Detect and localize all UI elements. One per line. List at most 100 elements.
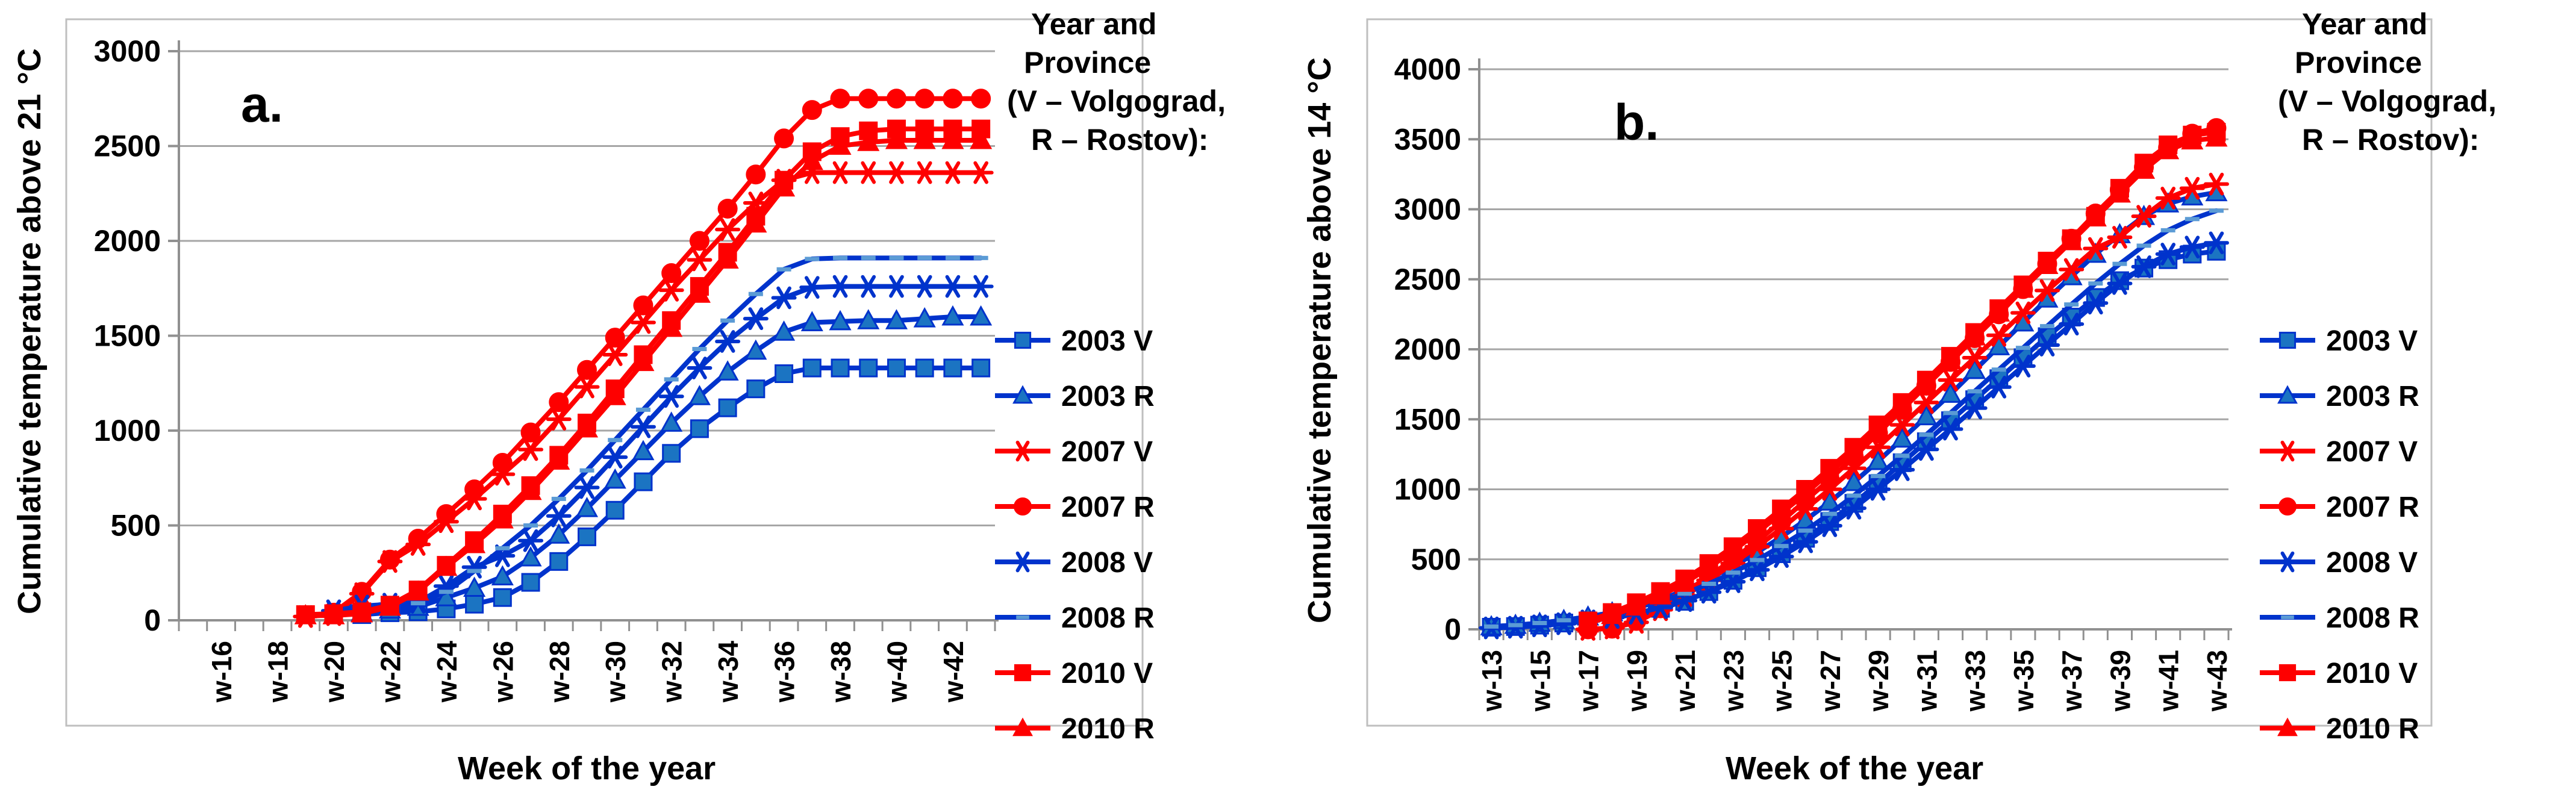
x-tick-labels: w-16 w-18 w-20 w-22 w-24 w-26 w-28 w-30 w-32 w-34… bbox=[206, 641, 969, 703]
marker-dash bbox=[1484, 624, 1499, 629]
marker-square bbox=[690, 419, 709, 438]
y-tick-label: 1000 bbox=[1394, 473, 1461, 506]
series-2010-v bbox=[296, 119, 991, 625]
marker-dash bbox=[833, 255, 848, 260]
chart-panel: 0 500 1000 1500 2000 2500 3000 w-16 w-18 w-20 w-22… bbox=[65, 18, 1155, 745]
marker-asterisk bbox=[518, 529, 544, 552]
marker-dash bbox=[1943, 411, 1958, 416]
marker-triangle bbox=[970, 305, 993, 326]
x-tick-label: w-36 bbox=[769, 641, 800, 703]
x-tick-label: w-38 bbox=[825, 641, 856, 703]
marker-asterisk bbox=[2203, 172, 2229, 196]
marker-dash bbox=[1919, 432, 1934, 437]
x-tick-label: w-13 bbox=[1476, 650, 1508, 712]
marker-asterisk bbox=[687, 248, 713, 272]
marker-triangle bbox=[1745, 521, 1769, 542]
legend-item-2003-r: 2003 R bbox=[995, 381, 1155, 413]
y-tick-label: 3500 bbox=[1394, 122, 1461, 156]
y-tick-label: 0 bbox=[1444, 612, 1461, 646]
marker-circle bbox=[464, 479, 485, 500]
marker-triangle bbox=[885, 128, 908, 149]
marker-dash bbox=[2160, 228, 2175, 232]
marker-asterisk bbox=[602, 343, 628, 366]
marker-circle bbox=[943, 89, 963, 109]
legend-item-label: 2008 V bbox=[2326, 547, 2418, 579]
marker-triangle bbox=[660, 411, 683, 432]
marker-square bbox=[578, 527, 596, 546]
marker-triangle bbox=[857, 309, 880, 329]
marker-triangle bbox=[1012, 385, 1033, 404]
marker-dash bbox=[438, 590, 454, 594]
marker-triangle bbox=[603, 468, 626, 489]
legend-b-title-line-2: Province bbox=[2295, 46, 2422, 79]
marker-triangle bbox=[322, 604, 345, 625]
legend: 2003 V 2003 R 2007 V 2007 R 2008 V 2008 R 2010… bbox=[2260, 325, 2419, 745]
marker-asterisk bbox=[630, 415, 656, 438]
legend-item-label: 2003 R bbox=[2326, 381, 2419, 413]
marker-dash bbox=[973, 255, 988, 260]
marker-triangle bbox=[1012, 717, 1033, 737]
marker-square bbox=[521, 573, 540, 592]
marker-square bbox=[943, 358, 962, 378]
marker-triangle bbox=[632, 350, 655, 372]
marker-asterisk bbox=[574, 476, 600, 499]
marker-dash bbox=[945, 255, 960, 260]
marker-triangle bbox=[970, 128, 993, 149]
y-tick-label: 2000 bbox=[94, 224, 161, 258]
marker-asterisk bbox=[1986, 375, 2012, 399]
marker-square bbox=[634, 472, 653, 491]
marker-triangle bbox=[351, 602, 373, 623]
marker-triangle bbox=[294, 604, 317, 625]
legend-item-label: 2007 V bbox=[1061, 436, 1153, 468]
marker-dash bbox=[1798, 528, 1813, 533]
marker-circle bbox=[436, 504, 457, 525]
marker-triangle bbox=[800, 149, 823, 170]
marker-dash bbox=[495, 546, 510, 550]
chart-panel: 0 500 1000 1500 2000 2500 3000 3500 4000 w-13 w-15… bbox=[1366, 18, 2433, 745]
panel-a-y-axis-title: Cumulative temperature above 21 °C bbox=[11, 48, 48, 614]
legend-item-2007-r: 2007 R bbox=[995, 491, 1155, 523]
y-tick-label: 2500 bbox=[1394, 263, 1461, 296]
marker-asterisk bbox=[1938, 369, 1963, 391]
marker-triangle bbox=[2157, 139, 2180, 160]
legend-item-2010-v: 2010 V bbox=[2260, 658, 2418, 690]
marker-triangle bbox=[2036, 254, 2059, 274]
y-tick-label: 1500 bbox=[94, 319, 161, 353]
marker-asterisk bbox=[912, 275, 938, 298]
marker-triangle bbox=[1625, 595, 1648, 616]
marker-asterisk bbox=[1938, 417, 1963, 441]
marker-circle bbox=[2278, 497, 2297, 516]
legend-item-label: 2008 R bbox=[2326, 602, 2419, 634]
marker-circle bbox=[520, 422, 541, 443]
marker-dash bbox=[776, 267, 791, 272]
marker-triangle bbox=[1818, 490, 1841, 511]
legend-item-2007-v: 2007 V bbox=[2260, 436, 2418, 468]
legend-item-2003-v: 2003 V bbox=[2260, 325, 2418, 357]
x-ticks bbox=[1478, 629, 2230, 640]
marker-asterisk bbox=[1913, 391, 1939, 414]
marker-asterisk bbox=[1011, 440, 1035, 462]
marker-asterisk bbox=[855, 275, 881, 298]
marker-triangle bbox=[1939, 382, 1962, 403]
marker-asterisk bbox=[1962, 346, 1988, 369]
legend-item-label: 2010 R bbox=[1061, 713, 1155, 745]
marker-square bbox=[1014, 331, 1032, 349]
marker-circle bbox=[379, 549, 400, 570]
legend-item-2003-r: 2003 R bbox=[2260, 381, 2419, 413]
marker-asterisk bbox=[2155, 187, 2181, 210]
marker-asterisk bbox=[1962, 396, 1988, 420]
series-line bbox=[1585, 125, 2219, 632]
marker-square bbox=[859, 358, 878, 378]
marker-triangle bbox=[941, 305, 964, 326]
marker-asterisk bbox=[2275, 551, 2300, 573]
marker-triangle bbox=[800, 311, 823, 331]
marker-triangle bbox=[2060, 229, 2083, 251]
legend-item-2010-r: 2010 R bbox=[2260, 713, 2419, 745]
marker-asterisk bbox=[630, 311, 656, 334]
marker-triangle bbox=[716, 360, 739, 381]
marker-dash bbox=[889, 255, 904, 260]
marker-square bbox=[1014, 664, 1032, 682]
legend-item-label: 2010 V bbox=[1061, 658, 1153, 690]
series-line bbox=[1585, 135, 2219, 626]
marker-dash bbox=[1701, 581, 1717, 586]
